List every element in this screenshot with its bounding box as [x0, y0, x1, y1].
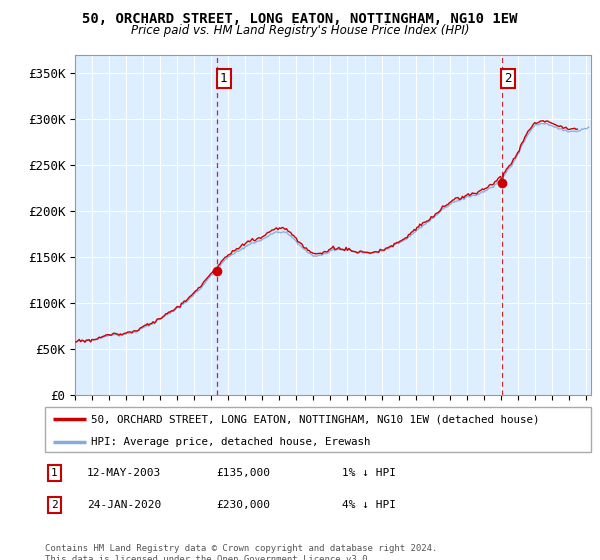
Text: 1: 1 — [51, 468, 58, 478]
Text: 50, ORCHARD STREET, LONG EATON, NOTTINGHAM, NG10 1EW: 50, ORCHARD STREET, LONG EATON, NOTTINGH… — [82, 12, 518, 26]
Text: 2: 2 — [51, 500, 58, 510]
Text: Price paid vs. HM Land Registry's House Price Index (HPI): Price paid vs. HM Land Registry's House … — [131, 24, 469, 36]
Text: Contains HM Land Registry data © Crown copyright and database right 2024.
This d: Contains HM Land Registry data © Crown c… — [45, 544, 437, 560]
Text: £135,000: £135,000 — [216, 468, 270, 478]
Text: 12-MAY-2003: 12-MAY-2003 — [87, 468, 161, 478]
Text: 24-JAN-2020: 24-JAN-2020 — [87, 500, 161, 510]
Text: 1: 1 — [220, 72, 227, 85]
Text: 50, ORCHARD STREET, LONG EATON, NOTTINGHAM, NG10 1EW (detached house): 50, ORCHARD STREET, LONG EATON, NOTTINGH… — [91, 414, 540, 424]
Text: 1% ↓ HPI: 1% ↓ HPI — [342, 468, 396, 478]
Text: £230,000: £230,000 — [216, 500, 270, 510]
Text: 2: 2 — [505, 72, 512, 85]
Text: 4% ↓ HPI: 4% ↓ HPI — [342, 500, 396, 510]
Text: HPI: Average price, detached house, Erewash: HPI: Average price, detached house, Erew… — [91, 437, 371, 447]
